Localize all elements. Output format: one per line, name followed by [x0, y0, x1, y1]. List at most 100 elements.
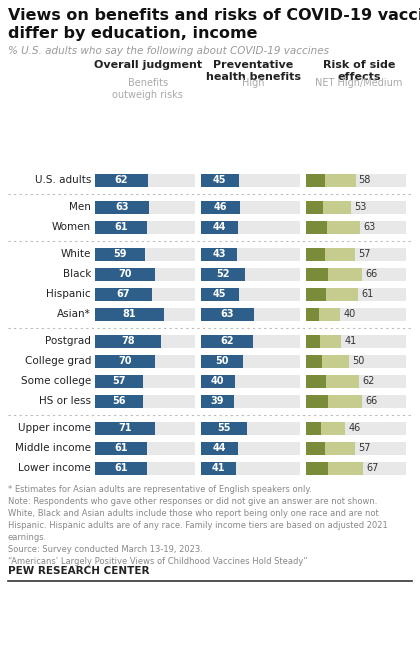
Text: 57: 57	[358, 249, 370, 259]
Bar	[201, 462, 300, 474]
Text: 67: 67	[366, 463, 379, 473]
Bar	[201, 220, 300, 233]
Text: 62: 62	[220, 336, 234, 346]
Text: 78: 78	[121, 336, 135, 346]
Bar	[95, 395, 194, 408]
Text: 81: 81	[123, 309, 136, 319]
Text: 44: 44	[213, 222, 226, 232]
Bar	[328, 268, 362, 281]
Bar	[201, 174, 300, 187]
Text: 44: 44	[213, 443, 226, 453]
Bar	[201, 441, 300, 454]
Bar	[201, 307, 254, 320]
Text: Overall judgment: Overall judgment	[94, 60, 202, 70]
Bar	[306, 307, 406, 320]
Bar	[95, 441, 194, 454]
Bar	[201, 395, 234, 408]
Text: Postgrad: Postgrad	[45, 336, 91, 346]
Text: 45: 45	[213, 175, 226, 185]
Text: Middle income: Middle income	[15, 443, 91, 453]
Bar	[201, 200, 300, 213]
Bar	[201, 287, 300, 300]
Text: 57: 57	[358, 443, 370, 453]
Bar	[306, 441, 325, 454]
Text: 61: 61	[361, 289, 373, 299]
Bar	[306, 248, 325, 261]
Bar	[201, 335, 253, 348]
Bar	[95, 287, 194, 300]
Bar	[95, 268, 155, 281]
Text: 50: 50	[215, 356, 228, 366]
Bar	[306, 395, 328, 408]
Text: PEW RESEARCH CENTER: PEW RESEARCH CENTER	[8, 567, 150, 577]
Bar	[306, 441, 406, 454]
Text: Views on benefits and risks of COVID-19 vaccines
differ by education, income: Views on benefits and risks of COVID-19 …	[8, 8, 420, 41]
Text: Upper income: Upper income	[18, 423, 91, 433]
Bar	[306, 462, 406, 474]
Text: College grad: College grad	[25, 356, 91, 366]
Bar	[306, 335, 320, 348]
Bar	[306, 374, 406, 387]
Bar	[201, 421, 300, 434]
Bar	[306, 462, 328, 474]
Bar	[306, 374, 326, 387]
Bar	[326, 287, 358, 300]
Bar	[95, 462, 194, 474]
Bar	[95, 462, 147, 474]
Text: 53: 53	[354, 202, 367, 212]
Text: 43: 43	[212, 249, 226, 259]
Bar	[320, 335, 341, 348]
Bar	[95, 421, 194, 434]
Bar	[201, 462, 236, 474]
Text: 45: 45	[213, 289, 226, 299]
Bar	[95, 374, 194, 387]
Text: HS or less: HS or less	[39, 396, 91, 406]
Bar	[201, 395, 300, 408]
Bar	[201, 441, 238, 454]
Bar	[306, 395, 406, 408]
Text: 59: 59	[113, 249, 127, 259]
Bar	[306, 287, 326, 300]
Text: 39: 39	[210, 396, 224, 406]
Bar	[325, 174, 356, 187]
Bar	[306, 421, 406, 434]
Text: Men: Men	[69, 202, 91, 212]
Text: 50: 50	[352, 356, 364, 366]
Bar	[95, 335, 194, 348]
Bar	[321, 421, 345, 434]
Text: White: White	[60, 249, 91, 259]
Text: 63: 63	[220, 309, 234, 319]
Text: * Estimates for Asian adults are representative of English speakers only.
Note: : * Estimates for Asian adults are represe…	[8, 484, 388, 566]
Bar	[95, 174, 148, 187]
Bar	[325, 441, 355, 454]
Text: 40: 40	[343, 309, 356, 319]
Text: 63: 63	[363, 222, 375, 232]
Bar	[323, 354, 349, 367]
Text: 61: 61	[114, 443, 128, 453]
Text: 56: 56	[112, 396, 126, 406]
Bar	[306, 268, 328, 281]
Bar	[95, 441, 147, 454]
Bar	[95, 374, 144, 387]
Bar	[201, 421, 247, 434]
Bar	[306, 421, 321, 434]
Bar	[306, 268, 406, 281]
Bar	[201, 220, 238, 233]
Bar	[306, 287, 406, 300]
Text: Preventative
health benefits: Preventative health benefits	[206, 60, 301, 82]
Text: 41: 41	[344, 336, 357, 346]
Bar	[201, 268, 245, 281]
Text: 61: 61	[114, 463, 128, 473]
Text: Asian*: Asian*	[57, 309, 91, 319]
Text: Some college: Some college	[21, 376, 91, 386]
Bar	[306, 335, 406, 348]
Text: High: High	[242, 78, 265, 88]
Bar	[95, 248, 194, 261]
Bar	[306, 200, 323, 213]
Bar	[95, 421, 155, 434]
Bar	[306, 354, 323, 367]
Bar	[201, 200, 240, 213]
Text: Hispanic: Hispanic	[46, 289, 91, 299]
Bar	[95, 307, 164, 320]
Bar	[95, 354, 155, 367]
